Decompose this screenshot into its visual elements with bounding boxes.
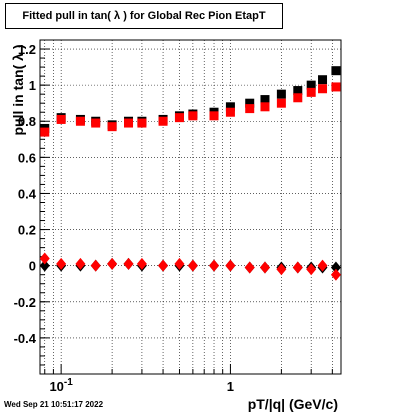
marker-square-s0: [260, 95, 270, 105]
marker-square-s1: [188, 111, 198, 121]
marker-diamond-s3: [276, 263, 287, 276]
marker-diamond-s2: [39, 259, 50, 272]
marker-diamond-s3: [317, 259, 328, 272]
marker-diamond-s3: [90, 259, 101, 272]
marker-diamond-s3: [39, 252, 50, 265]
y-tick-label: 1.2: [18, 42, 36, 57]
marker-diamond-s3: [259, 261, 270, 274]
marker-diamond-s3: [306, 263, 317, 276]
y-tick-label: 0.6: [18, 150, 36, 165]
title-box: Fitted pull in tan( λ ) for Global Rec P…: [5, 3, 283, 29]
y-tick-label: 0: [29, 259, 36, 274]
marker-square-s1: [260, 102, 270, 112]
chart-title: Fitted pull in tan( λ ) for Global Rec P…: [22, 10, 266, 22]
y-tick-label: 0.8: [18, 114, 36, 129]
marker-square-s1: [158, 116, 168, 126]
marker-diamond-s2: [330, 261, 341, 274]
marker-square-s1: [137, 118, 147, 128]
marker-diamond-s3: [292, 261, 303, 274]
y-tick-label: -0.2: [14, 295, 36, 310]
marker-diamond-s3: [225, 259, 236, 272]
marker-diamond-s3: [187, 259, 198, 272]
marker-square-s0: [225, 102, 235, 112]
y-tick-label: 0.4: [18, 186, 37, 201]
marker-square-s1: [331, 82, 341, 92]
marker-diamond-s3: [107, 257, 118, 270]
marker-square-s1: [174, 113, 184, 123]
marker-square-s1: [91, 118, 101, 128]
marker-square-s1: [124, 118, 134, 128]
axes: -0.4 -0.2 0 0.2 0.4 0.6 0.8 1 1.2 10-1 1: [14, 39, 342, 394]
marker-square-s1: [75, 116, 85, 126]
marker-square-s1: [40, 127, 50, 137]
marker-square-s0: [318, 75, 328, 85]
marker-square-s0: [306, 80, 316, 90]
y-tick-label: 1: [29, 78, 36, 93]
marker-square-s0: [293, 86, 303, 96]
y-axis-label: pull in tan( λ ): [10, 44, 26, 136]
marker-diamond-s3: [123, 257, 134, 270]
marker-square-s1: [276, 98, 286, 108]
marker-square-s0: [331, 66, 341, 76]
marker-diamond-s3: [244, 261, 255, 274]
x-axis-label: pT/|q| (GeV/c): [247, 396, 338, 412]
marker-square-s1: [306, 87, 316, 97]
marker-diamond-s3: [209, 259, 220, 272]
marker-square-s1: [245, 104, 255, 114]
marker-square-s1: [56, 114, 66, 124]
marker-square-s0: [276, 89, 286, 99]
marker-square-s0: [245, 98, 255, 108]
marker-diamond-s3: [330, 268, 341, 281]
timestamp: Wed Sep 21 10:51:17 2022: [4, 400, 104, 409]
plot-frame: [39, 39, 342, 375]
x-tick-label: 1: [227, 379, 234, 394]
marker-diamond-s3: [158, 259, 169, 272]
marker-square-s1: [209, 111, 219, 121]
y-tick-label: -0.4: [14, 331, 37, 346]
marker-square-s1: [293, 93, 303, 103]
marker-diamond-s3: [174, 257, 185, 270]
marker-square-s1: [225, 107, 235, 117]
y-tick-label: 0.2: [18, 223, 36, 238]
marker-square-s1: [318, 84, 328, 94]
marker-diamond-s3: [56, 257, 67, 270]
marker-diamond-s3: [75, 257, 86, 270]
marker-diamond-s3: [136, 257, 147, 270]
x-tick-label: 10-1: [49, 377, 73, 394]
marker-square-s1: [107, 122, 117, 132]
data-marks: [39, 66, 341, 281]
